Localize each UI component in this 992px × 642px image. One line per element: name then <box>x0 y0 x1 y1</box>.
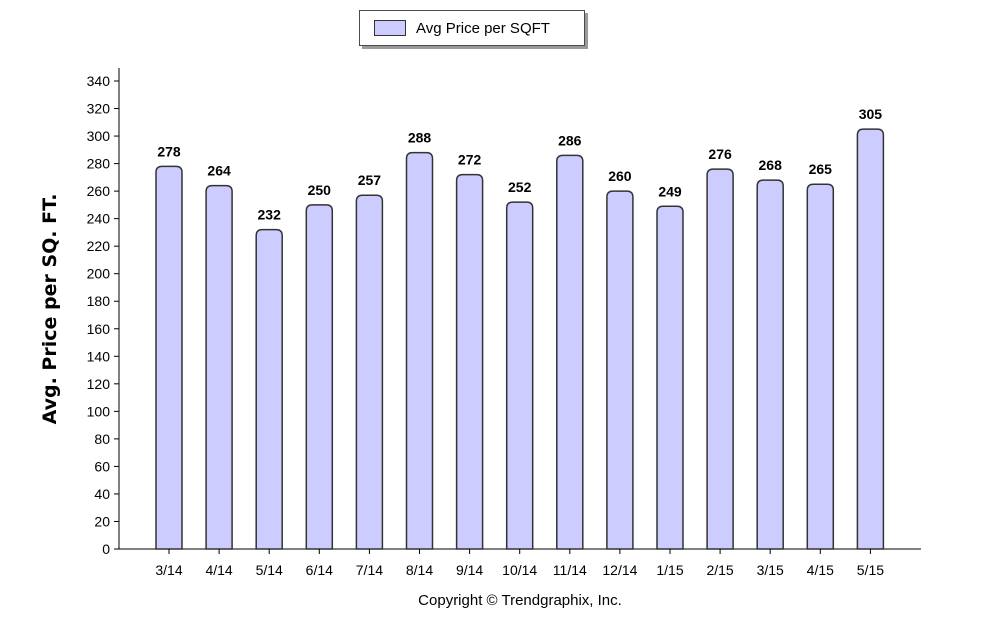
y-tick-label: 140 <box>87 348 111 364</box>
bar <box>405 151 434 550</box>
bar <box>305 204 334 550</box>
legend-swatch <box>374 20 406 36</box>
y-tick-label: 280 <box>87 156 111 172</box>
y-tick-label: 200 <box>87 266 111 282</box>
bar <box>255 228 283 550</box>
x-tick-label: 6/14 <box>306 562 333 578</box>
y-tick-label: 180 <box>87 293 111 309</box>
bar <box>455 173 484 550</box>
bar <box>505 201 534 550</box>
y-tick-label: 220 <box>87 238 111 254</box>
y-axis-title: Avg. Price per SQ. FT. <box>39 194 61 425</box>
x-tick-label: 9/14 <box>456 562 483 578</box>
bar <box>706 168 734 550</box>
x-tick-label: 8/14 <box>406 562 433 578</box>
bar-value-label: 252 <box>508 179 532 195</box>
bar-value-label: 268 <box>759 157 783 173</box>
bar <box>606 190 634 550</box>
x-tick-label: 7/14 <box>356 562 383 578</box>
bar-value-label: 305 <box>859 106 883 122</box>
y-tick-label: 340 <box>87 73 111 89</box>
legend-label: Avg Price per SQFT <box>416 19 550 37</box>
y-tick-label: 120 <box>87 376 111 392</box>
bar <box>756 179 784 550</box>
chart-legend: Avg Price per SQFT <box>359 10 585 46</box>
x-tick-label: 5/14 <box>256 562 283 578</box>
bar <box>556 154 584 550</box>
bar-value-label: 232 <box>258 207 282 223</box>
y-tick-label: 60 <box>94 458 110 474</box>
bar <box>155 165 183 550</box>
bar-value-label: 264 <box>207 163 231 179</box>
bar-chart: Avg. Price per SQ. FT. 0 20 40 60 80 100 120 14… <box>39 68 921 578</box>
bar-value-label: 249 <box>658 183 682 199</box>
y-tick-label: 300 <box>87 128 111 144</box>
bar-value-label: 260 <box>608 168 632 184</box>
bar <box>856 128 885 550</box>
x-tick-label: 11/14 <box>553 562 587 578</box>
y-tick-label: 260 <box>87 183 111 199</box>
x-tick-label: 10/14 <box>502 562 537 578</box>
bar-value-label: 276 <box>708 146 732 162</box>
bar-value-label: 272 <box>458 152 482 168</box>
x-tick-label: 4/14 <box>205 562 232 578</box>
y-tick-label: 320 <box>87 101 111 117</box>
y-tick-label: 100 <box>87 403 111 419</box>
y-tick-label: 160 <box>87 321 111 337</box>
y-tick-label: 40 <box>94 486 110 502</box>
x-tick-label: 5/15 <box>857 562 884 578</box>
x-tick-label: 3/14 <box>155 562 182 578</box>
y-tick-label: 240 <box>87 211 111 227</box>
bar-value-label: 286 <box>558 132 582 148</box>
y-tick-label: 80 <box>94 431 110 447</box>
bar-value-label: 250 <box>308 182 332 198</box>
x-tick-label: 12/14 <box>602 562 637 578</box>
bar <box>355 194 384 550</box>
bar <box>806 183 835 550</box>
bar-value-label: 288 <box>408 130 432 146</box>
x-tick-label: 1/15 <box>656 562 683 578</box>
y-tick-label: 0 <box>102 541 110 557</box>
x-tick-label: 3/15 <box>757 562 784 578</box>
y-tick-label: 20 <box>94 513 110 529</box>
x-tick-label: 4/15 <box>807 562 834 578</box>
bar-value-label: 278 <box>157 143 181 159</box>
bar-value-label: 265 <box>809 161 833 177</box>
x-tick-label: 2/15 <box>706 562 733 578</box>
bar <box>656 205 684 550</box>
bar <box>205 184 233 550</box>
bar-value-label: 257 <box>358 172 382 188</box>
copyright-text: Copyright © Trendgraphix, Inc. <box>418 592 622 609</box>
